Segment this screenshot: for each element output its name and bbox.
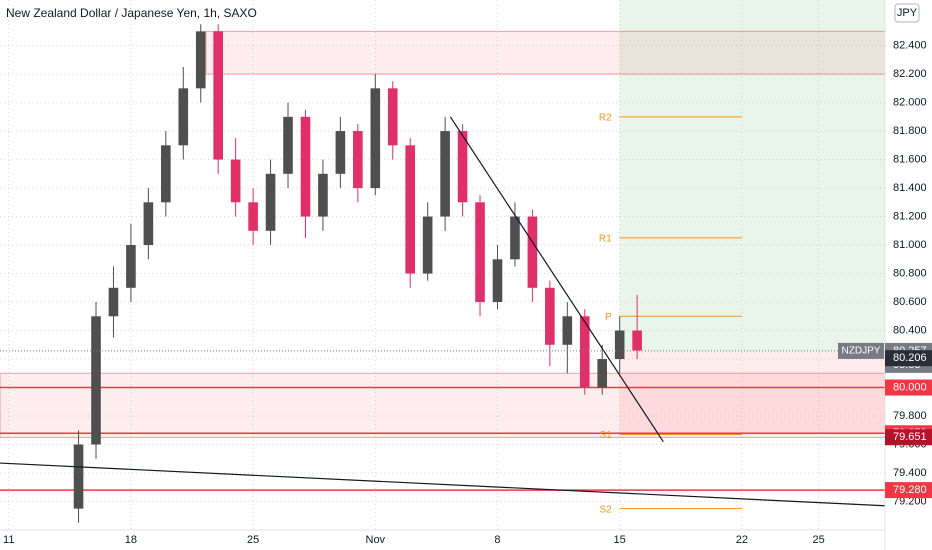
candle-body: [405, 145, 416, 274]
x-tick-label: 25: [813, 534, 825, 546]
price-tag: [885, 429, 932, 446]
candle-body: [475, 202, 485, 303]
candle-body: [265, 173, 276, 231]
candle-body: [230, 159, 241, 203]
x-tick-label: Nov: [366, 534, 386, 546]
chart-title: New Zealand Dollar / Japanese Yen, 1h, S…: [6, 6, 257, 20]
candle-body: [91, 316, 101, 445]
pivot-label: S1: [599, 430, 612, 441]
target-zone: [619, 0, 885, 351]
candle-body: [213, 31, 223, 160]
candle-body: [614, 330, 625, 360]
candle-body: [318, 173, 328, 217]
y-tick-label: 81.400: [893, 182, 927, 194]
candle-body: [300, 116, 311, 217]
candle-body: [248, 202, 258, 231]
candle-body: [457, 131, 468, 203]
x-tick-label: 22: [736, 534, 748, 546]
candle-body: [597, 359, 608, 388]
y-tick-label: 79.400: [893, 467, 927, 479]
x-tick-label: 25: [247, 534, 259, 546]
candle-body: [73, 444, 84, 509]
y-tick-label: 80.600: [893, 296, 927, 308]
candle-body: [143, 202, 154, 246]
level-tag: [885, 482, 932, 499]
y-tick-label: 81.800: [893, 125, 927, 137]
x-tick-label: 15: [614, 534, 626, 546]
pivot-label: R2: [599, 112, 612, 123]
y-tick-label: 80.800: [893, 267, 927, 279]
x-tick-label: 8: [494, 534, 500, 546]
candle-body: [353, 131, 363, 189]
candle-body: [632, 330, 642, 351]
y-tick-label: 82.400: [893, 39, 927, 51]
y-tick-label: 79.800: [893, 410, 927, 422]
y-tick-label: 82.000: [893, 96, 927, 108]
y-tick-label: 79.200: [893, 495, 927, 507]
x-tick-label: 11: [3, 534, 14, 546]
candle-body: [370, 88, 381, 189]
candle-body: [126, 245, 136, 288]
candle-body: [178, 88, 189, 146]
zone: [205, 30, 886, 75]
zone: [0, 372, 886, 438]
candle-body: [440, 131, 450, 217]
currency-label[interactable]: JPY: [897, 7, 918, 19]
pivot-label: R1: [599, 234, 612, 245]
candle-body: [562, 316, 573, 345]
y-tick-label: 80.400: [893, 324, 927, 336]
stop-zone: [619, 350, 885, 434]
level-label: 79.280: [893, 484, 927, 496]
trendline: [0, 462, 886, 507]
candle-body: [510, 216, 520, 260]
candle-body: [387, 88, 398, 146]
symbol-label: NZDJPY: [842, 346, 881, 357]
candle-body: [545, 287, 555, 345]
candle-body: [335, 131, 346, 174]
candle-body: [422, 216, 433, 274]
candle-body: [492, 259, 503, 303]
pivot-label: S2: [599, 504, 612, 515]
candle-body: [579, 316, 590, 388]
candle-body: [527, 216, 538, 288]
price-tag: [885, 350, 932, 367]
plot-layer: R2 R1 P S1 S2: [0, 0, 886, 530]
y-tick-label: 81.200: [893, 210, 927, 222]
level-label: 80.000: [893, 381, 927, 393]
candle-body: [161, 145, 171, 203]
x-tick-label: 18: [125, 534, 137, 546]
symbol-tag: [838, 342, 884, 359]
y-tick-label: 82.200: [893, 68, 927, 80]
y-tick-label: 81.000: [893, 239, 927, 251]
y-tick-label: 81.600: [893, 153, 927, 165]
level-tag: [885, 379, 932, 396]
price-label: 80.206: [893, 352, 927, 364]
candle-body: [108, 287, 119, 317]
trendline: [449, 116, 664, 442]
price-label: 79.651: [893, 431, 927, 443]
pivot-label: P: [605, 312, 612, 323]
candle-body: [283, 116, 293, 174]
candle-body: [195, 31, 206, 89]
currency-box[interactable]: [894, 3, 920, 23]
